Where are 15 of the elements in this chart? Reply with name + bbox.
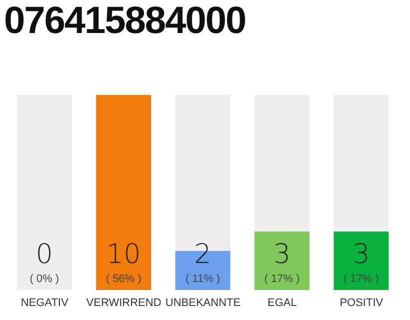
x-tick-label: EGAL <box>268 296 297 309</box>
x-tick-label: NEGATIV <box>20 296 69 309</box>
annotation: ( 56% ) <box>106 273 142 285</box>
annotation: ( 0% ) <box>30 273 60 285</box>
data-label: 0 <box>36 239 53 270</box>
x-tick-label: VERWIRREND <box>86 296 162 309</box>
data-label: 10 <box>106 239 141 270</box>
x-tick-label: POSITIV <box>340 296 384 309</box>
chart-title: 076415884000 <box>4 0 246 43</box>
x-tick-label: UNBEKANNTE <box>165 296 241 309</box>
annotation: ( 17% ) <box>343 273 379 285</box>
data-label: 3 <box>273 239 291 270</box>
annotation: ( 11% ) <box>185 273 220 285</box>
annotation: ( 17% ) <box>264 273 300 285</box>
data-label: 3 <box>352 239 370 270</box>
